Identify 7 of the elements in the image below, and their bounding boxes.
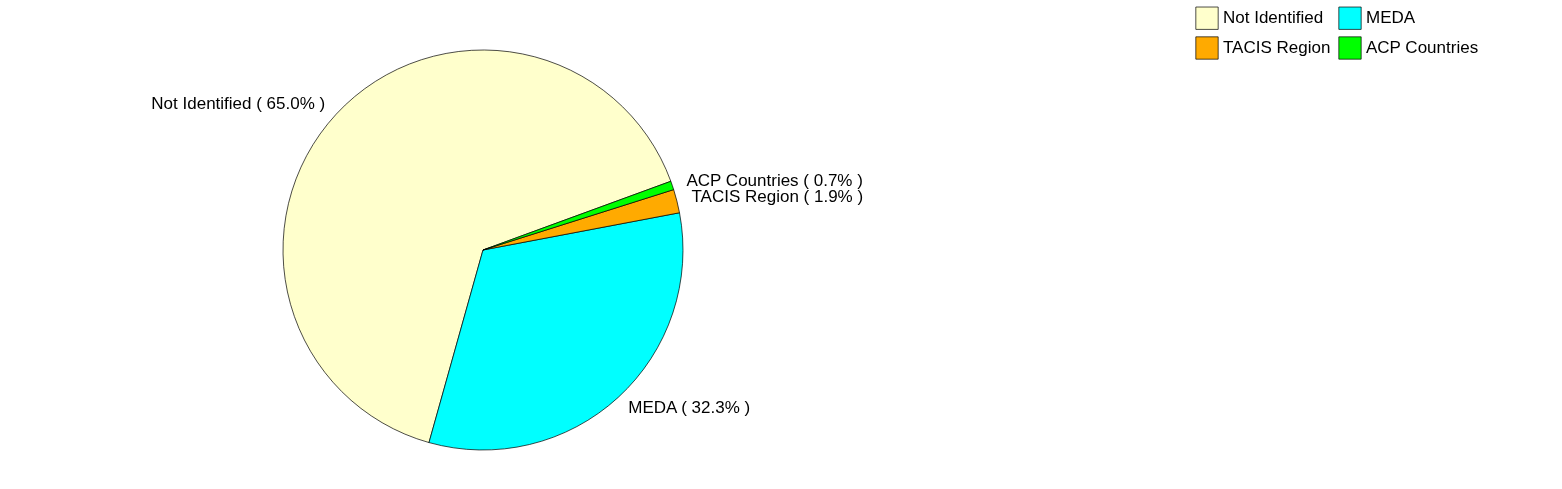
data-label: ACP Countries ( 0.7% ) xyxy=(686,170,863,190)
legend-label: Not Identified xyxy=(1223,8,1324,28)
data-label: MEDA ( 32.3% ) xyxy=(628,398,751,418)
legend-label: MEDA xyxy=(1366,8,1416,28)
legend-label: ACP Countries xyxy=(1366,38,1479,57)
legend-label: TACIS Region xyxy=(1223,38,1331,57)
data-label: Not Identified ( 65.0% ) xyxy=(151,93,326,113)
